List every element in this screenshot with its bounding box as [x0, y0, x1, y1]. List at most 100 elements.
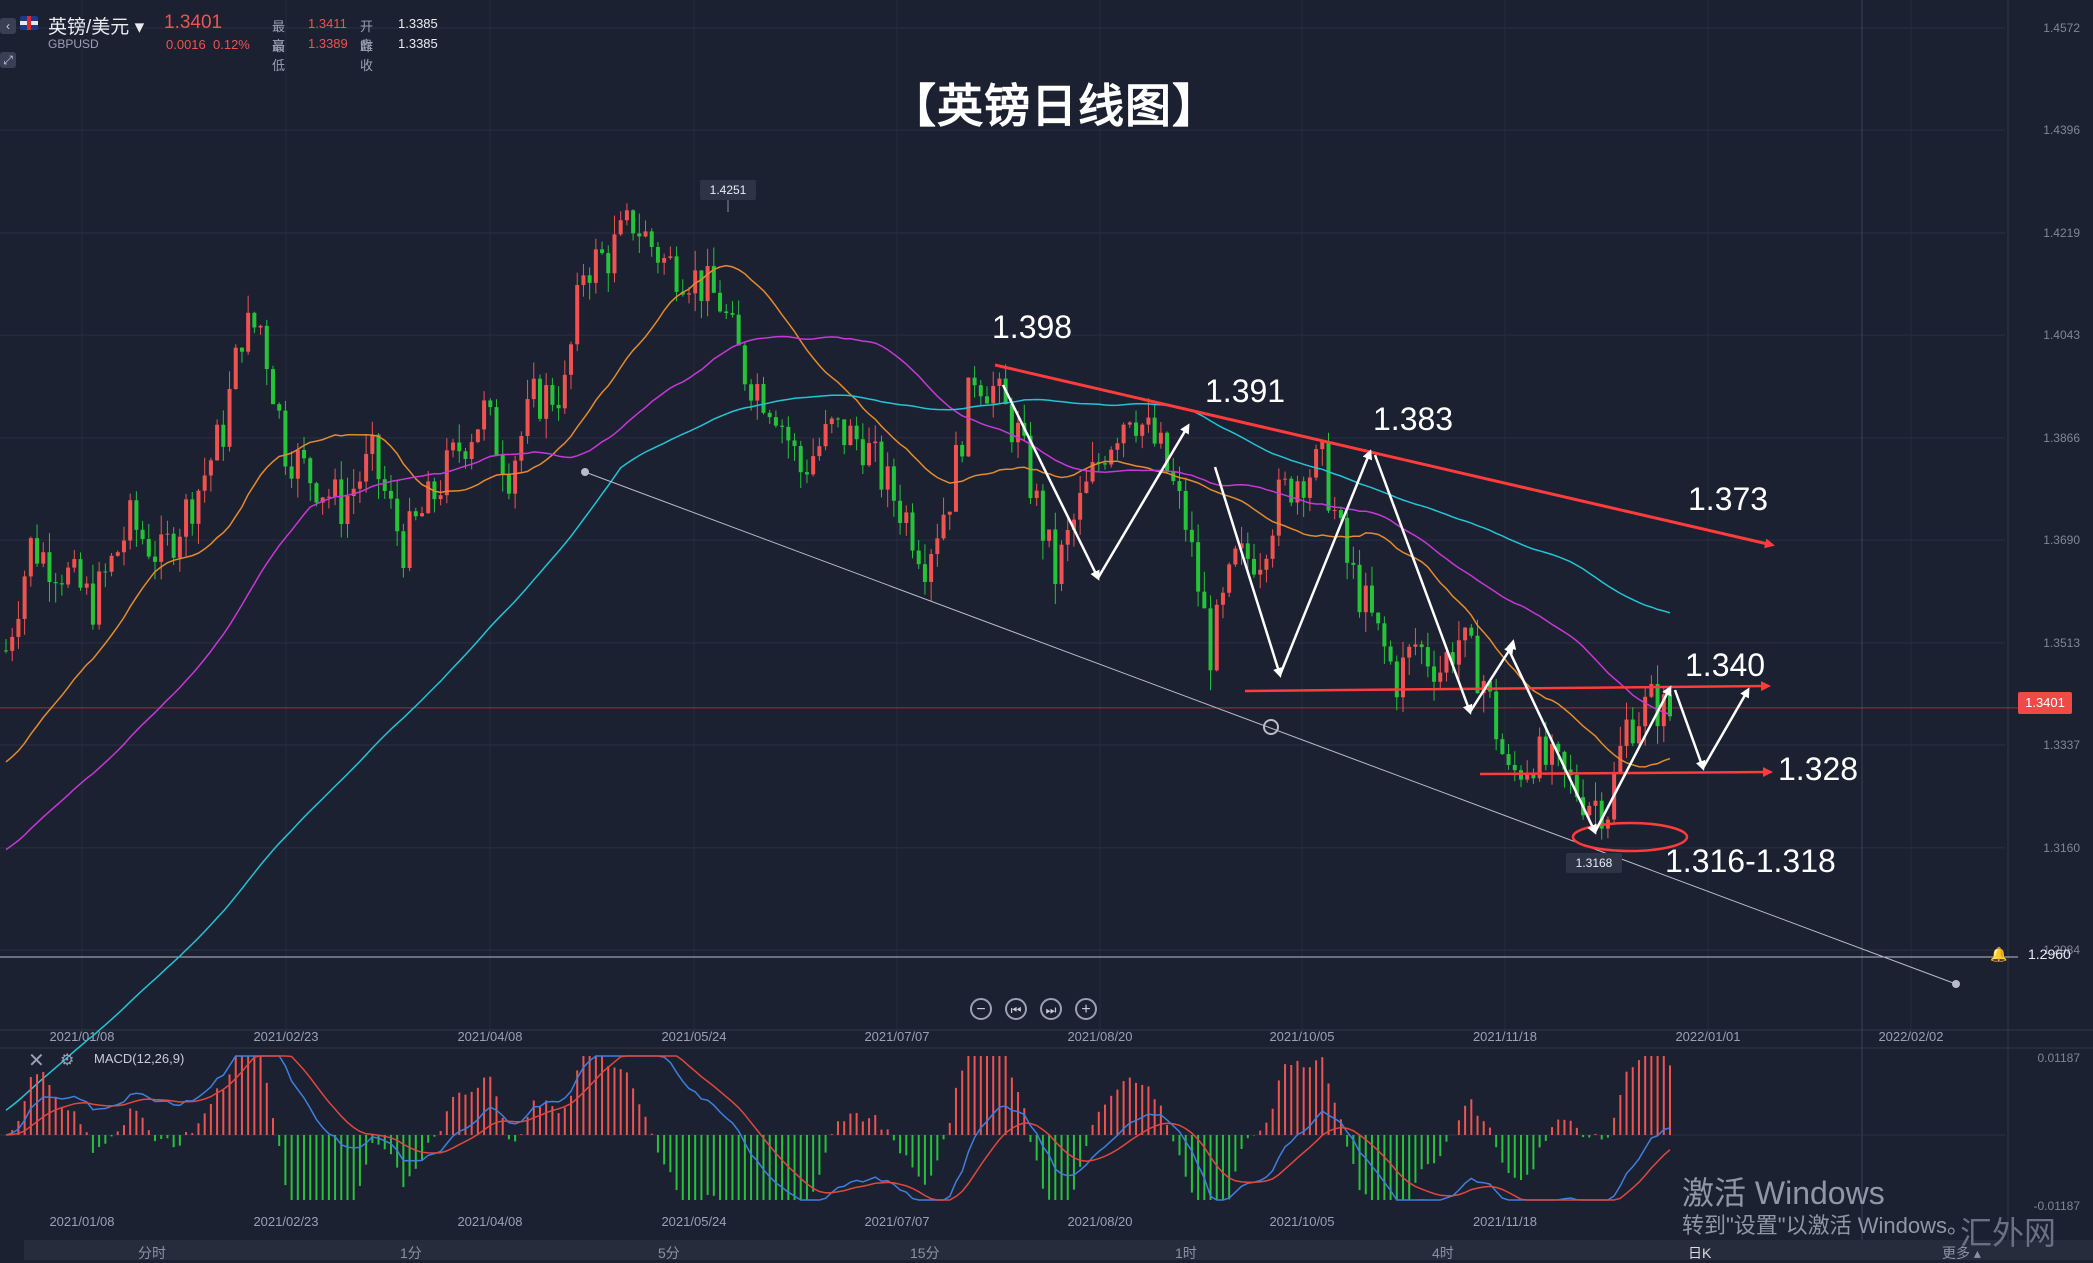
candle-body	[66, 567, 71, 585]
candle-body	[960, 444, 965, 457]
macd-date-label: 2021/11/18	[1473, 1214, 1537, 1229]
candle-body	[1065, 530, 1070, 545]
candle-body	[985, 396, 990, 404]
candle-body	[569, 344, 574, 375]
candle-body	[581, 275, 586, 286]
macd-date-label: 2021/07/07	[864, 1214, 929, 1229]
low-tag-label: 1.3168	[1576, 856, 1613, 870]
candle-body	[556, 404, 561, 409]
wave-arrow	[1096, 423, 1190, 579]
candle-body	[612, 234, 617, 274]
zoom-out-button[interactable]: −	[970, 998, 992, 1020]
tab-timeframe-15m[interactable]: 15分	[910, 1245, 940, 1261]
scroll-start-button[interactable]: ⏮	[1005, 998, 1027, 1020]
candle-body	[308, 458, 313, 484]
candle-body	[109, 555, 114, 572]
price-axis-label: 1.3160	[2043, 841, 2080, 855]
scroll-end-button[interactable]: ⏭	[1040, 998, 1062, 1020]
candle-body	[513, 460, 518, 494]
candle-body	[1494, 691, 1499, 740]
tab-timeframe-4h[interactable]: 4时	[1432, 1245, 1454, 1261]
candle-body	[357, 481, 362, 489]
candle-body	[1487, 680, 1492, 692]
candle-body	[1649, 683, 1654, 697]
candle-body	[742, 345, 747, 385]
candle-body	[351, 488, 356, 497]
zoom-in-button[interactable]: +	[1075, 998, 1097, 1020]
candle-body	[270, 369, 275, 405]
current-price-tag: 1.3401	[2018, 692, 2072, 714]
collapse-left-icon[interactable]: ‹	[0, 18, 16, 34]
low-value: 1.3389	[308, 36, 348, 51]
candle-body	[1481, 680, 1486, 694]
candle-body	[28, 538, 33, 577]
candle-body	[190, 499, 195, 524]
candle-body	[1332, 510, 1337, 512]
macd-date-label: 2021/02/23	[253, 1214, 318, 1229]
candle-body	[1009, 404, 1014, 443]
candle-body	[1165, 432, 1170, 472]
chevron-down-icon[interactable]: ▾	[134, 17, 145, 38]
candle-body	[1276, 479, 1281, 536]
candle-body	[1525, 772, 1530, 780]
wave-arrow	[1673, 689, 1706, 771]
candle-body	[705, 266, 710, 302]
brand-watermark: 汇外网	[1960, 1215, 2057, 1251]
tab-timeframe-daily[interactable]: 日K	[1688, 1245, 1712, 1261]
candle-body	[1543, 736, 1548, 765]
date-axis-label: 2021/01/08	[49, 1029, 114, 1044]
indicator-settings-icon[interactable]: ⚙	[60, 1052, 75, 1069]
candle-body	[1369, 585, 1374, 613]
wave-arrow	[1468, 643, 1514, 713]
ma-orange-line	[5, 264, 1671, 768]
tab-timeframe-5m[interactable]: 5分	[658, 1245, 680, 1261]
support-zone-ellipse	[1571, 821, 1689, 853]
candle-body	[1146, 417, 1151, 425]
candle-body	[699, 270, 704, 302]
candle-body	[1233, 548, 1238, 565]
candle-body	[668, 256, 673, 258]
candle-body	[600, 249, 605, 254]
candle-body	[724, 311, 729, 314]
expand-icon[interactable]: ⤢	[0, 52, 16, 68]
candle-body	[1338, 510, 1343, 518]
symbol-name[interactable]: 英镑/美元 ▾	[48, 17, 145, 38]
candle-body	[239, 347, 244, 352]
date-axis-label: 2021/02/23	[253, 1029, 318, 1044]
candle-body	[929, 553, 934, 583]
candle-body	[103, 571, 108, 573]
candle-body	[494, 407, 499, 456]
candle-body	[1109, 449, 1114, 465]
candle-body	[891, 466, 896, 501]
support-trendline	[584, 471, 1957, 985]
tab-timeframe-1m[interactable]: 1分	[400, 1245, 422, 1261]
price-axis-label: 1.3866	[2043, 431, 2080, 445]
candle-body	[773, 417, 778, 426]
high-value: 1.3411	[308, 16, 347, 31]
candle-body	[550, 385, 555, 405]
candle-body	[817, 446, 822, 457]
date-axis-label: 2021/11/18	[1473, 1029, 1537, 1044]
low-label: 最低	[272, 39, 286, 73]
alert-bell-icon[interactable]: 🔔	[1990, 946, 2008, 962]
macd-date-label: 2021/04/08	[457, 1214, 522, 1229]
candle-body	[1326, 441, 1331, 511]
wave-arrow	[1001, 384, 1100, 581]
candle-body	[836, 418, 840, 420]
tab-timeframe-1h[interactable]: 1时	[1175, 1245, 1197, 1261]
more-button[interactable]: 更多 ▴	[1942, 1245, 1981, 1261]
candle-body	[1630, 719, 1635, 744]
candle-body	[1214, 604, 1219, 671]
date-axis-label: 2021/04/08	[457, 1029, 522, 1044]
candle-body	[1562, 751, 1567, 770]
symbol-code: GBPUSD	[48, 37, 99, 51]
close-indicator-icon[interactable]: ✕	[28, 1050, 45, 1072]
candle-body	[1158, 432, 1163, 444]
candle-body	[121, 540, 126, 553]
macd-date-label: 2021/05/24	[661, 1214, 726, 1229]
candle-body	[904, 512, 909, 523]
high-tag-box	[700, 180, 756, 200]
tab-timeframe-tick[interactable]: 分时	[138, 1245, 166, 1261]
candle-body	[295, 449, 300, 479]
candle-body	[1227, 564, 1232, 593]
